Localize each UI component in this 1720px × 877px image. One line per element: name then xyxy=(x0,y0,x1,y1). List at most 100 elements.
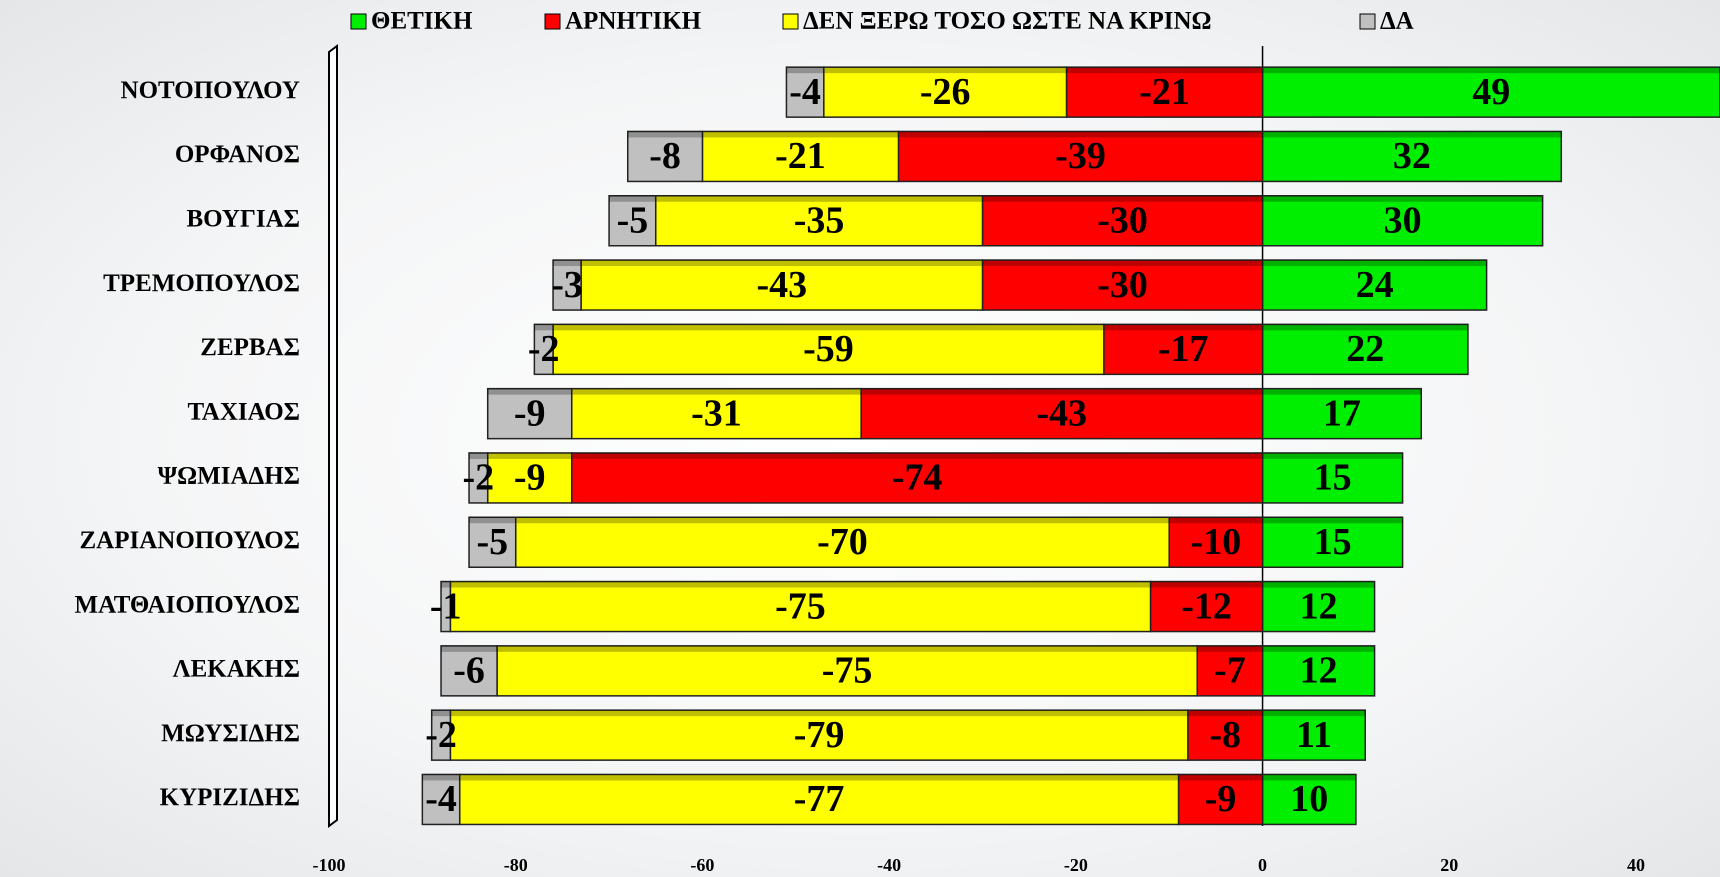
data-label: 12 xyxy=(1300,650,1338,692)
category-label: ΖΑΡΙΑΝΟΠΟΥΛΟΣ xyxy=(80,527,301,554)
data-label: -26 xyxy=(920,71,971,113)
bar-top xyxy=(571,388,862,395)
bar-segment xyxy=(701,130,900,183)
data-label: 24 xyxy=(1356,264,1394,306)
bar-top xyxy=(469,452,488,459)
data-label: 32 xyxy=(1393,135,1431,177)
data-label: -9 xyxy=(514,392,546,434)
bar-segment xyxy=(430,709,452,761)
x-tick-label: -40 xyxy=(877,855,901,875)
bar-segment xyxy=(552,323,1105,376)
data-label: 10 xyxy=(1290,778,1328,820)
data-label: -79 xyxy=(794,714,845,756)
bar-top xyxy=(982,260,1263,267)
bar-segment xyxy=(449,580,1152,633)
bar-top xyxy=(1066,67,1263,74)
data-label: -3 xyxy=(551,264,583,306)
bar-segment xyxy=(514,516,1170,568)
bar-top xyxy=(1103,324,1263,331)
x-tick-label: -80 xyxy=(504,855,528,875)
data-label: -12 xyxy=(1181,585,1232,627)
legend-label: ΑΡΝΗΤΙΚΗ xyxy=(565,8,702,35)
bar-segment xyxy=(468,452,489,504)
legend-label: ΔΕΝ ΞΕΡΩ ΤΟΣΟ ΩΣΤΕ ΝΑ ΚΡΙΝΩ xyxy=(803,8,1212,35)
legend-swatch xyxy=(1359,13,1376,30)
data-label: 15 xyxy=(1314,457,1352,499)
bar-top xyxy=(1262,774,1356,781)
legend-label: ΘΕΤΙΚΗ xyxy=(371,8,473,35)
data-label: -1 xyxy=(430,585,462,627)
bar-top xyxy=(450,581,1151,588)
data-label: -70 xyxy=(817,521,868,563)
bar-segment xyxy=(1149,580,1264,633)
bar-top xyxy=(1262,388,1422,395)
bar-top xyxy=(1178,774,1263,781)
bar-segment xyxy=(1261,516,1404,568)
bar-top xyxy=(497,645,1198,652)
bar-top xyxy=(627,131,703,138)
data-label: 17 xyxy=(1323,392,1361,434)
legend: ΘΕΤΙΚΗ ΑΡΝΗΤΙΚΗ ΔΕΝ ΞΕΡΩ ΤΟΣΟ ΩΣΤΕ ΝΑ ΚΡΙΝ… xyxy=(350,8,1414,35)
bar-segment xyxy=(897,130,1264,183)
category-label: ΖΕΡΒΑΣ xyxy=(200,334,300,361)
bar-top xyxy=(581,260,983,267)
data-label: -9 xyxy=(1205,778,1237,820)
data-label: 12 xyxy=(1300,585,1338,627)
bar-top xyxy=(422,774,460,781)
bar-top xyxy=(1262,645,1375,652)
x-tick-label: -20 xyxy=(1064,855,1088,875)
category-label: ΟΡΦΑΝΟΣ xyxy=(175,141,300,168)
bar-top xyxy=(1150,581,1263,588)
data-label: -17 xyxy=(1158,328,1209,370)
data-label: -75 xyxy=(822,650,873,692)
data-label: -5 xyxy=(477,521,509,563)
bar-top xyxy=(1262,195,1543,202)
x-tick-label: -100 xyxy=(313,855,346,875)
bar-segment xyxy=(552,259,582,311)
bar-top xyxy=(786,67,824,74)
bar-top xyxy=(1262,517,1403,524)
data-label: -35 xyxy=(794,199,845,241)
data-label: -8 xyxy=(1209,714,1241,756)
bar-segment xyxy=(1261,452,1404,504)
data-label: -21 xyxy=(775,135,826,177)
category-label: ΒΟΥΓΙΑΣ xyxy=(186,205,300,232)
bar-segment xyxy=(608,195,657,247)
left-wall xyxy=(328,44,338,828)
category-label: ΤΑΧΙΑΟΣ xyxy=(188,398,300,425)
bar-segment xyxy=(533,323,554,376)
bar-segment xyxy=(1261,580,1376,633)
bar-top xyxy=(1262,452,1403,459)
bar-top xyxy=(553,260,582,267)
bar-segment xyxy=(1261,387,1423,440)
category-label: ΤΡΕΜΟΠΟΥΛΟΣ xyxy=(103,270,300,297)
bar-top xyxy=(609,195,656,202)
legend-swatch xyxy=(544,13,561,30)
bar-top xyxy=(469,517,516,524)
bar-segment xyxy=(1261,323,1469,376)
data-label: -4 xyxy=(425,778,457,820)
data-label: -6 xyxy=(453,650,485,692)
bar-top xyxy=(553,324,1104,331)
bar-segment xyxy=(440,645,498,697)
bar-segment xyxy=(486,387,573,440)
bar-top xyxy=(441,645,498,652)
bar-segment xyxy=(981,195,1264,247)
x-tick-label: 40 xyxy=(1627,855,1645,875)
data-label: -2 xyxy=(425,714,457,756)
bar-top xyxy=(655,195,983,202)
legend-label: ΔΑ xyxy=(1380,8,1414,35)
bar-segment xyxy=(468,516,517,568)
bar-top xyxy=(1187,710,1263,717)
data-label: -2 xyxy=(463,457,495,499)
bar-segment xyxy=(785,66,825,118)
bar-segment xyxy=(440,580,452,633)
bar-segment xyxy=(421,773,461,826)
category-label: ΜΩΥΣΙΔΗΣ xyxy=(161,720,300,747)
data-label: -7 xyxy=(1214,650,1246,692)
data-label: -30 xyxy=(1097,199,1148,241)
bar-top xyxy=(1262,67,1720,74)
data-label: -8 xyxy=(649,135,681,177)
bar-segment xyxy=(570,387,862,440)
